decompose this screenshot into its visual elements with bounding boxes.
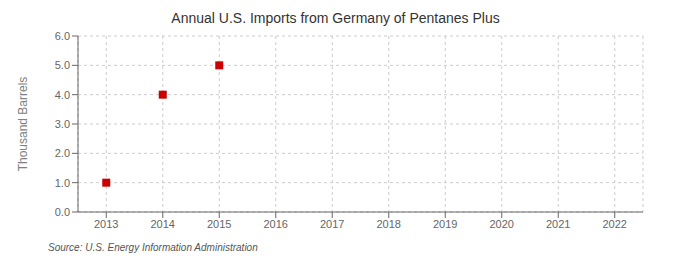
svg-text:Thousand Barrels: Thousand Barrels: [16, 77, 30, 172]
svg-text:3.0: 3.0: [55, 118, 70, 130]
svg-text:2014: 2014: [151, 218, 175, 230]
svg-text:2021: 2021: [546, 218, 570, 230]
svg-text:2020: 2020: [490, 218, 514, 230]
svg-text:2022: 2022: [603, 218, 627, 230]
svg-text:2015: 2015: [207, 218, 231, 230]
html-text:Source: U.S. Energy Informatio: Source: U.S. Energy Information Administ…: [48, 242, 258, 253]
svg-text:5.0: 5.0: [55, 59, 70, 71]
svg-text:1.0: 1.0: [55, 177, 70, 189]
svg-text:2013: 2013: [94, 218, 118, 230]
svg-text:4.0: 4.0: [55, 89, 70, 101]
svg-text:2016: 2016: [264, 218, 288, 230]
svg-text:2017: 2017: [320, 218, 344, 230]
html-text:Annual U.S. Imports from Germa: Annual U.S. Imports from Germany of Pent…: [171, 10, 500, 26]
svg-text:6.0: 6.0: [55, 30, 70, 42]
svg-text:2018: 2018: [377, 218, 401, 230]
svg-text:2.0: 2.0: [55, 147, 70, 159]
svg-text:2019: 2019: [433, 218, 457, 230]
svg-text:0.0: 0.0: [55, 206, 70, 218]
